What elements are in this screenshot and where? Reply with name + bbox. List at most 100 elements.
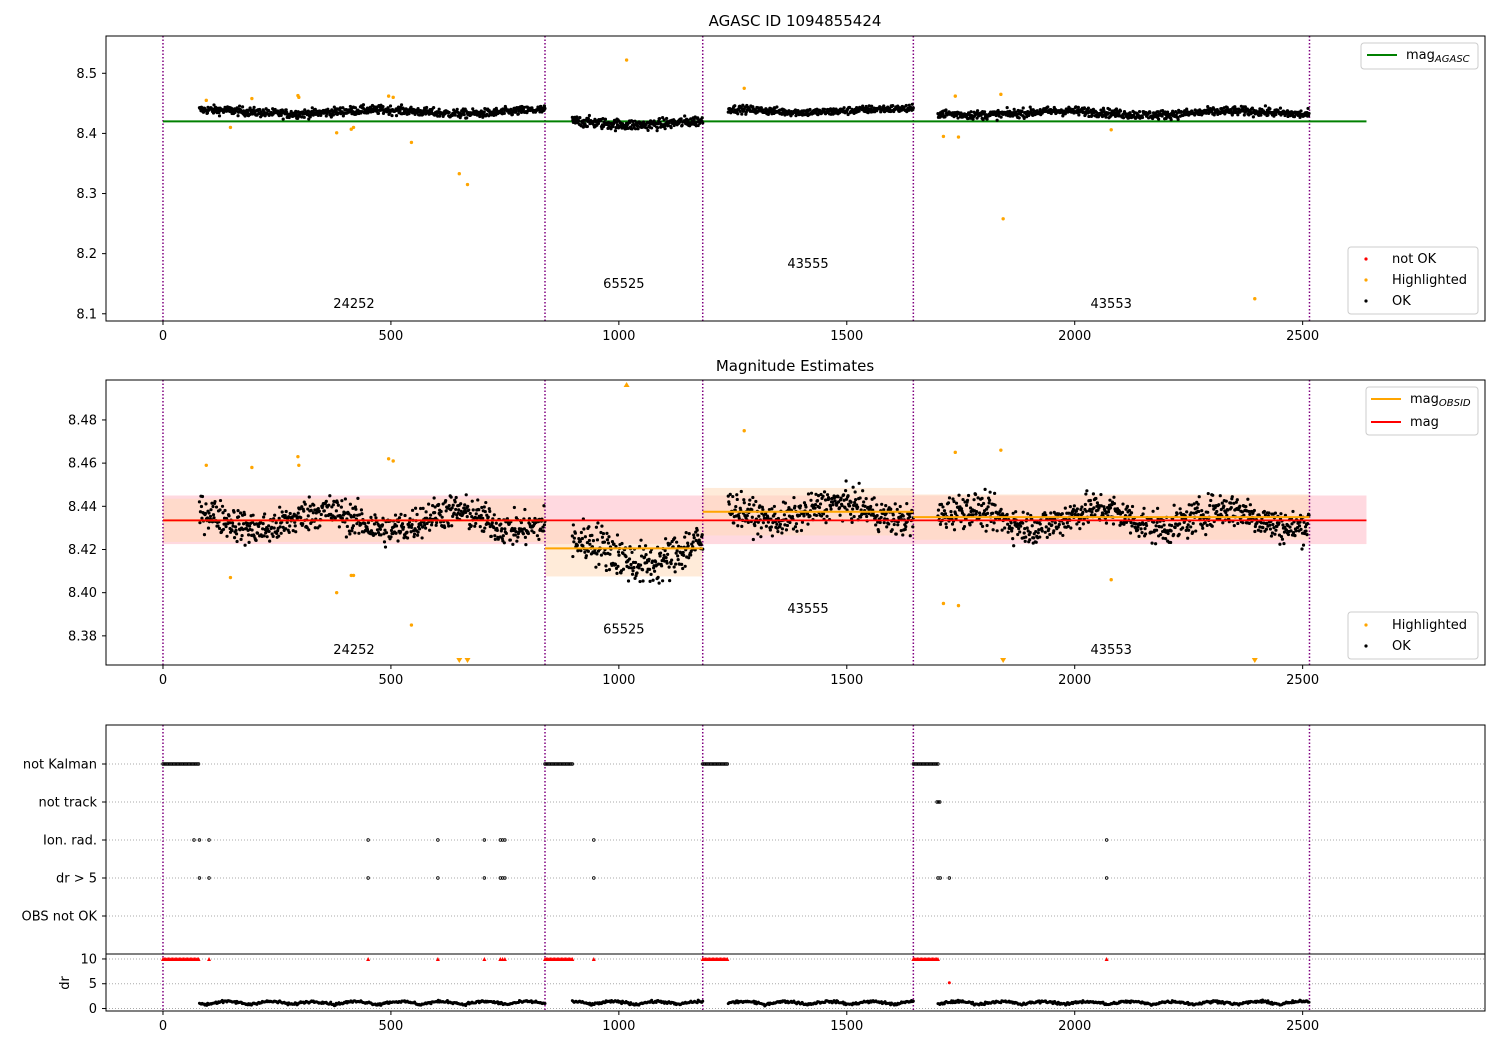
- ok-point: [575, 543, 579, 547]
- ok-point: [892, 522, 896, 527]
- ok-point: [322, 509, 326, 513]
- ok-point: [1156, 117, 1161, 121]
- ok-point: [277, 516, 281, 520]
- ok-point: [339, 505, 343, 509]
- ok-point: [821, 494, 825, 498]
- ok-point: [889, 507, 893, 511]
- ok-point: [454, 507, 458, 512]
- ok-point: [469, 524, 473, 528]
- ok-point: [421, 525, 425, 529]
- ok-point: [347, 529, 351, 533]
- ok-point: [1089, 502, 1093, 506]
- ok-point: [333, 516, 337, 520]
- ok-point: [1161, 536, 1165, 540]
- ok-point: [851, 507, 855, 511]
- ok-point: [938, 522, 943, 526]
- clipped-point-marker: [1251, 658, 1258, 663]
- ok-point: [684, 530, 688, 535]
- ok-point: [675, 540, 679, 544]
- ok-point: [629, 566, 634, 570]
- ok-point: [254, 538, 258, 542]
- ok-point: [492, 525, 496, 530]
- ok-point: [882, 508, 886, 512]
- ok-point: [1263, 513, 1268, 517]
- ok-point: [425, 521, 429, 526]
- ok-point: [639, 538, 643, 542]
- ok-point: [398, 529, 403, 534]
- ok-point: [1294, 529, 1298, 533]
- ok-point: [761, 108, 765, 112]
- flag-marker: [197, 838, 202, 842]
- ok-point: [981, 501, 986, 506]
- ok-point: [409, 525, 414, 529]
- ok-point: [780, 531, 784, 535]
- ok-point: [806, 492, 811, 496]
- ok-point: [314, 511, 318, 515]
- ok-point: [980, 524, 985, 529]
- ok-point: [891, 104, 895, 108]
- ok-point: [512, 505, 516, 510]
- ok-point: [542, 504, 546, 508]
- highlighted-point: [999, 92, 1003, 97]
- ok-point: [1273, 511, 1278, 515]
- ok-point: [1304, 529, 1308, 533]
- ok-point: [1069, 526, 1073, 530]
- ok-point: [241, 527, 245, 531]
- ok-point: [341, 114, 345, 118]
- ok-point: [1223, 112, 1227, 116]
- ok-point: [612, 542, 616, 546]
- ok-point: [1129, 511, 1134, 515]
- ok-point: [509, 107, 513, 111]
- ok-point: [993, 503, 997, 507]
- ok-point: [519, 520, 523, 525]
- ok-point: [438, 513, 442, 517]
- ok-point: [1232, 501, 1236, 505]
- ok-point: [357, 513, 362, 517]
- ok-point: [852, 503, 856, 507]
- ok-point: [694, 538, 698, 543]
- ok-point: [1046, 105, 1050, 109]
- ok-point: [1246, 497, 1250, 501]
- ok-point: [954, 501, 959, 505]
- ok-point: [397, 516, 402, 520]
- ok-point: [643, 544, 648, 548]
- ok-point: [1264, 527, 1269, 531]
- ok-point: [230, 521, 235, 525]
- ok-point: [234, 528, 238, 532]
- ok-point: [354, 507, 358, 511]
- ok-point: [752, 503, 756, 507]
- ok-point: [637, 566, 641, 570]
- flag-marker: [436, 876, 440, 880]
- ok-point: [243, 543, 247, 547]
- ok-point: [987, 501, 991, 505]
- ok-point: [415, 512, 419, 517]
- ok-point: [951, 497, 955, 501]
- ok-point: [674, 562, 678, 566]
- ok-point: [412, 534, 416, 539]
- ok-point: [1017, 527, 1021, 531]
- ok-point: [829, 507, 833, 511]
- legend-label-mag-agasc: magAGASC: [1406, 48, 1470, 65]
- ok-point: [653, 560, 658, 564]
- ok-point: [761, 521, 765, 525]
- ok-point: [1151, 509, 1155, 513]
- ok-point: [1022, 116, 1026, 120]
- ok-point: [1162, 523, 1166, 527]
- ok-point: [682, 553, 686, 557]
- ok-point: [1040, 529, 1044, 533]
- ok-point: [407, 112, 411, 116]
- ok-point: [660, 564, 664, 568]
- ok-point: [736, 112, 740, 116]
- x-tick-label: 1000: [602, 329, 635, 344]
- ok-point: [1197, 509, 1201, 514]
- ok-point: [1242, 113, 1246, 117]
- ok-point: [359, 522, 363, 526]
- ok-point: [447, 503, 451, 508]
- highlighted-point: [297, 463, 301, 467]
- ok-point: [210, 501, 214, 505]
- ok-point: [502, 541, 506, 545]
- ok-point: [503, 527, 507, 531]
- ok-point: [1148, 111, 1152, 115]
